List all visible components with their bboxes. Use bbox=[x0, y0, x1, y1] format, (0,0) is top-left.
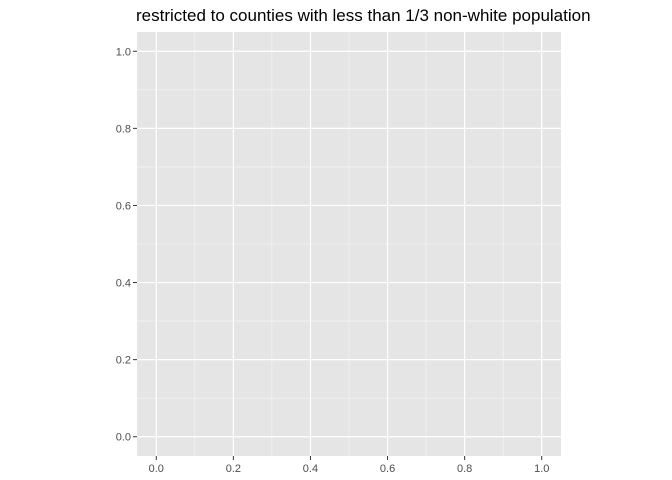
y-tick-label: 1.0 bbox=[116, 46, 131, 58]
x-tick-label: 0.6 bbox=[380, 463, 395, 475]
y-axis: 0.0 0.2 0.4 0.6 0.8 1.0 bbox=[116, 46, 137, 444]
y-tick-label: 0.6 bbox=[116, 200, 131, 212]
x-tick-label: 0.0 bbox=[149, 463, 164, 475]
x-tick-label: 0.4 bbox=[303, 463, 318, 475]
y-tick-label: 0.8 bbox=[116, 123, 131, 135]
x-tick-label: 0.2 bbox=[226, 463, 241, 475]
y-tick-label: 0.2 bbox=[116, 355, 131, 367]
y-tick-label: 0.0 bbox=[116, 432, 131, 444]
x-axis: 0.0 0.2 0.4 0.6 0.8 1.0 bbox=[149, 456, 549, 475]
x-tick-label: 0.8 bbox=[457, 463, 472, 475]
y-tick-label: 0.4 bbox=[116, 278, 131, 290]
chart-title: restricted to counties with less than 1/… bbox=[136, 6, 591, 25]
x-tick-label: 1.0 bbox=[534, 463, 549, 475]
grid-major bbox=[137, 32, 561, 456]
grid-minor bbox=[137, 32, 561, 456]
